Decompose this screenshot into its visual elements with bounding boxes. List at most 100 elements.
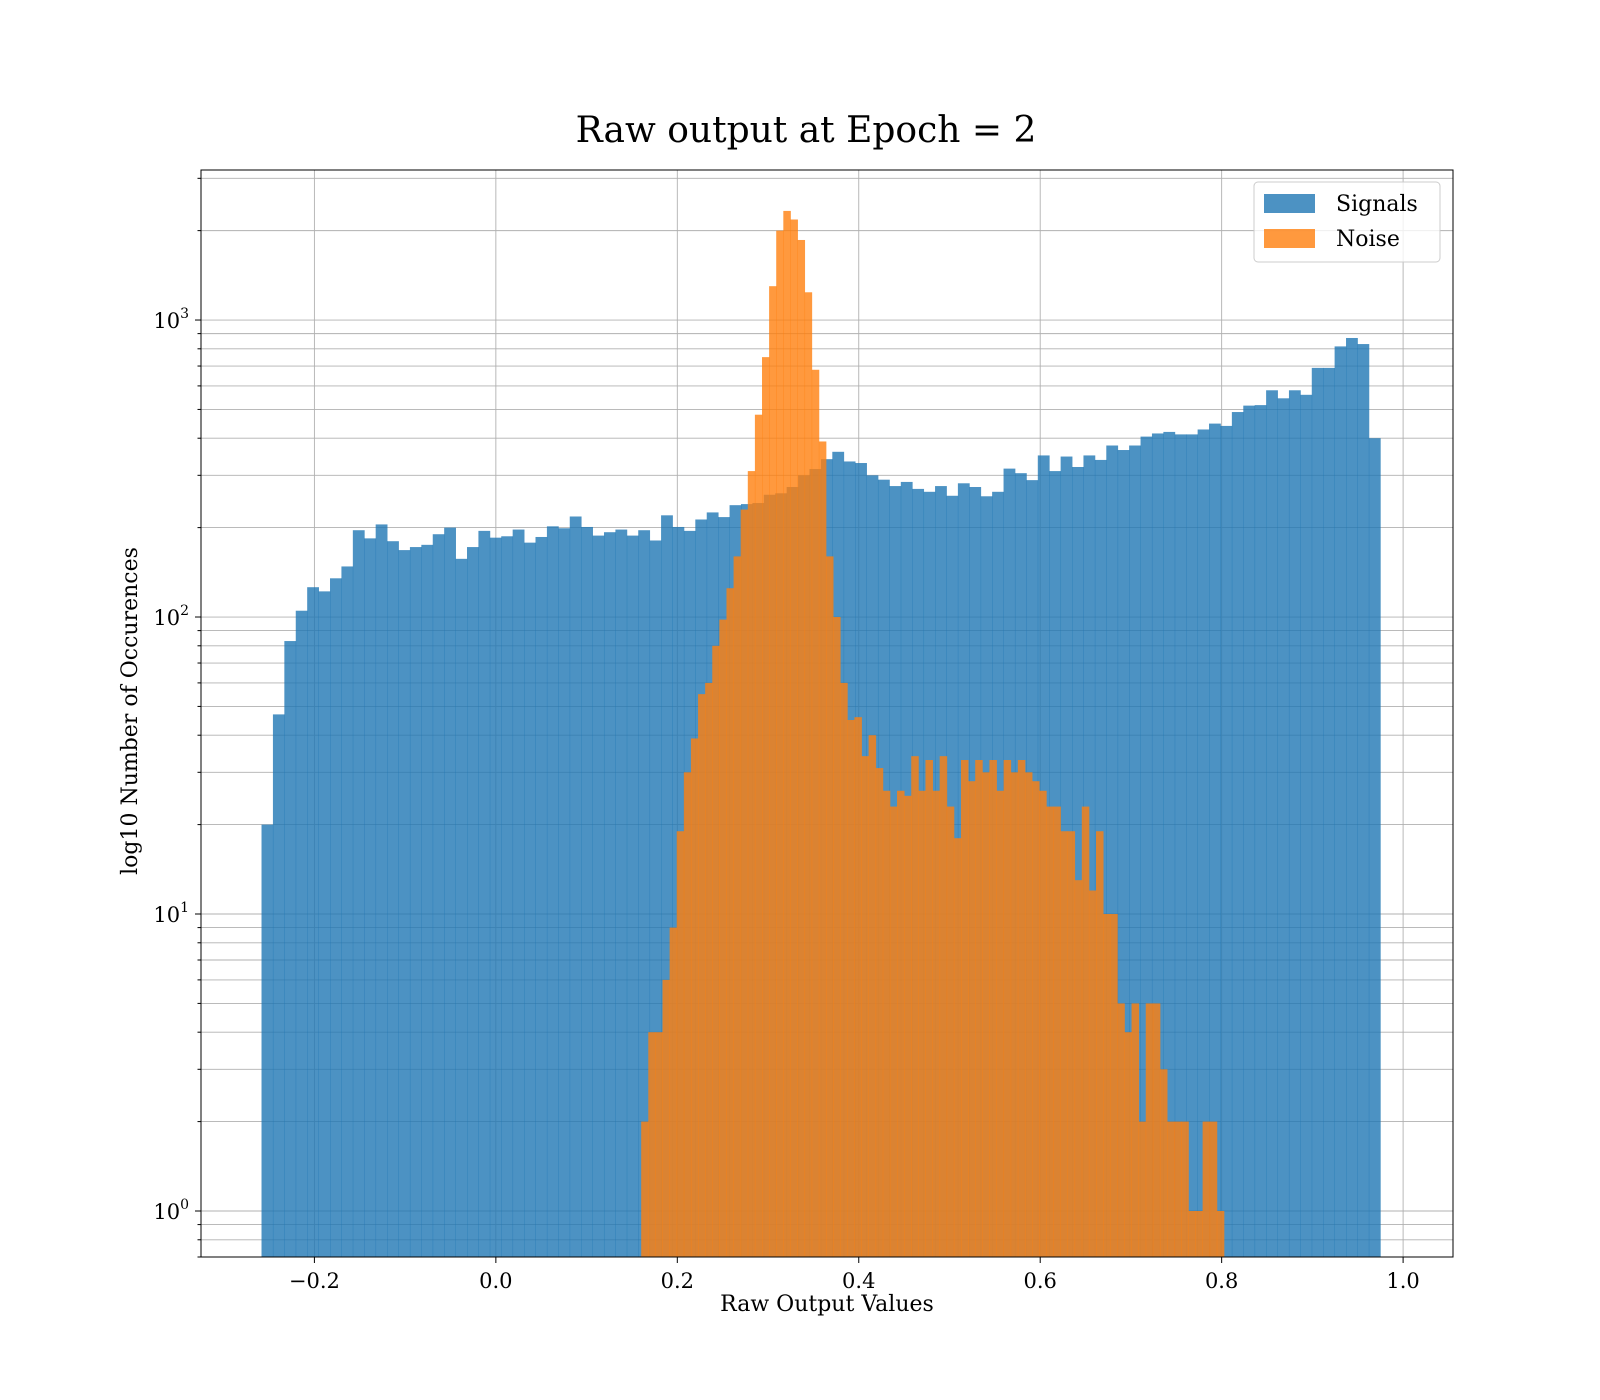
signals-bar: [512, 529, 525, 1257]
noise-bar: [733, 556, 742, 1257]
signals-bar: [409, 547, 422, 1257]
signals-bar: [466, 547, 479, 1257]
noise-bar: [960, 760, 969, 1257]
noise-bar: [769, 286, 777, 1257]
signals-bar: [1311, 367, 1324, 1258]
noise-bar: [1053, 806, 1061, 1257]
noise-bar: [676, 831, 685, 1257]
noise-bar: [889, 806, 898, 1257]
signals-bar: [444, 527, 456, 1257]
signals-bar: [524, 542, 536, 1257]
noise-bar: [1103, 914, 1111, 1257]
signals-bar: [1220, 425, 1233, 1257]
noise-bar: [968, 781, 976, 1257]
y-tick-label: 102: [153, 603, 189, 630]
signals-bar: [1186, 434, 1199, 1257]
noise-bar: [861, 756, 870, 1257]
noise-bar: [1081, 806, 1090, 1257]
signals-bar: [592, 535, 605, 1257]
noise-bar: [925, 760, 933, 1257]
noise-bar: [975, 760, 983, 1257]
signals-bar: [1323, 367, 1336, 1258]
signals-bar: [284, 641, 297, 1257]
noise-bar: [882, 790, 891, 1257]
legend-label-signals: Signals: [1336, 192, 1418, 217]
noise-bar: [854, 717, 862, 1257]
signals-bar: [638, 530, 651, 1257]
signals-bar: [1072, 466, 1084, 1257]
noise-bar: [1074, 880, 1083, 1257]
signals-bar: [398, 550, 411, 1257]
noise-bar: [1110, 914, 1118, 1257]
x-tick-label: 0.6: [1023, 1269, 1056, 1293]
noise-bar: [840, 682, 848, 1257]
noise-bar: [953, 838, 962, 1257]
noise-bar: [1124, 1032, 1132, 1257]
signals-bar: [1288, 390, 1301, 1257]
signals-bar: [318, 591, 331, 1257]
noise-bar: [982, 772, 990, 1257]
signals-bar: [421, 544, 434, 1257]
noise-bar: [1117, 1003, 1125, 1257]
noise-bar: [811, 369, 820, 1257]
signals-bar: [295, 610, 308, 1257]
x-tick-label: 0.8: [1205, 1269, 1238, 1293]
noise-bar: [669, 927, 678, 1257]
signals-bar: [569, 516, 582, 1257]
signals-bar: [1346, 337, 1358, 1258]
noise-bar: [1202, 1121, 1211, 1257]
signals-bar: [626, 535, 639, 1257]
x-tick-label: 0.4: [842, 1269, 875, 1293]
noise-bar: [946, 806, 955, 1257]
y-tick-label: 103: [153, 306, 189, 333]
y-tick-label: 100: [153, 1197, 189, 1224]
noise-bar: [648, 1032, 656, 1257]
noise-bar: [989, 760, 997, 1257]
noise-bar: [1003, 760, 1012, 1257]
signals-bar: [1254, 405, 1267, 1257]
noise-bar: [776, 230, 784, 1257]
signals-bar: [1106, 445, 1119, 1257]
signals-bar: [661, 515, 673, 1257]
noise-bar: [1174, 1121, 1182, 1257]
noise-bar: [655, 1032, 663, 1257]
signals-bar: [272, 714, 285, 1257]
noise-bar: [641, 1121, 649, 1257]
signals-bar: [307, 587, 319, 1257]
signals-bar: [387, 541, 399, 1257]
signals-bar: [1117, 450, 1130, 1258]
axis-ticks: −0.2 0.0 0.2 0.4 0.6 0.8 1.0 100 101 102 103: [153, 177, 1420, 1293]
chart-title: Raw output at Epoch = 2: [576, 110, 1037, 151]
noise-bar: [1216, 1210, 1225, 1257]
signals-bar: [546, 526, 559, 1257]
noise-bar: [804, 292, 813, 1258]
signals-bar: [489, 537, 502, 1257]
noise-bar: [996, 790, 1005, 1257]
noise-bar: [911, 756, 919, 1257]
noise-bar: [1088, 890, 1097, 1257]
noise-bar: [904, 795, 912, 1257]
signals-bar: [1129, 445, 1141, 1257]
noise-bar: [747, 471, 756, 1257]
noise-bar: [790, 219, 798, 1257]
signals-bar: [535, 536, 548, 1257]
signals-bar: [1266, 390, 1278, 1257]
noise-bar: [1131, 1003, 1140, 1257]
signals-bar: [558, 528, 571, 1257]
signals-bar: [581, 526, 593, 1257]
noise-bar: [726, 588, 734, 1257]
x-tick-label: 1.0: [1386, 1269, 1419, 1293]
noise-bar: [918, 790, 926, 1257]
noise-bar: [754, 414, 763, 1257]
noise-bar: [1209, 1121, 1218, 1257]
legend-swatch-noise: [1264, 229, 1315, 248]
signals-bar: [1083, 455, 1096, 1258]
legend: Signals Noise: [1253, 181, 1441, 263]
noise-bar: [939, 756, 948, 1257]
noise-bar: [1060, 831, 1068, 1257]
x-tick-label: 0.2: [661, 1269, 694, 1293]
noise-bar: [1039, 790, 1047, 1257]
noise-bar: [1010, 772, 1019, 1257]
noise-bar: [833, 617, 841, 1257]
x-tick-label: 0.0: [479, 1269, 512, 1293]
